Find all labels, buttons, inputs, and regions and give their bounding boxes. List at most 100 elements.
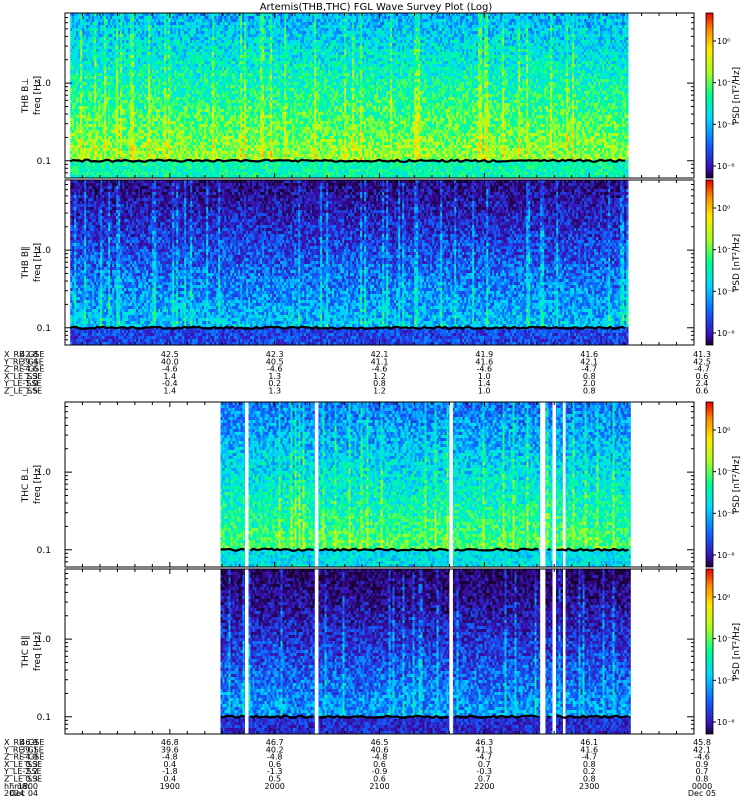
spectrogram-cell bbox=[170, 13, 172, 16]
spectrogram-cell bbox=[118, 25, 120, 28]
spectrogram-cell bbox=[136, 142, 138, 145]
spectrogram-cell bbox=[144, 103, 146, 106]
spectrogram-cell bbox=[202, 13, 204, 16]
spectrogram-cell bbox=[88, 76, 90, 79]
spectrogram-cell bbox=[100, 130, 102, 133]
spectrogram-cell bbox=[120, 136, 122, 139]
spectrogram-cell bbox=[132, 64, 134, 67]
spectrogram-cell bbox=[130, 127, 132, 130]
spectrogram-cell bbox=[148, 55, 150, 58]
spectrogram-cell bbox=[190, 169, 192, 172]
spectrogram-cell bbox=[136, 118, 138, 121]
spectrogram-cell bbox=[112, 85, 114, 88]
spectrogram-cell bbox=[142, 106, 144, 109]
spectrogram-cell bbox=[128, 22, 130, 25]
spectrogram-cell bbox=[128, 109, 130, 112]
spectrogram-cell bbox=[164, 133, 166, 136]
spectrogram-cell bbox=[106, 52, 108, 55]
spectrogram-cell bbox=[192, 31, 194, 34]
spectrogram-cell bbox=[144, 67, 146, 70]
spectrogram-cell bbox=[130, 121, 132, 124]
spectrogram-cell bbox=[132, 109, 134, 112]
spectrogram-cell bbox=[80, 34, 82, 37]
spectrogram-cell bbox=[94, 127, 96, 130]
spectrogram-cell bbox=[158, 127, 160, 130]
spectrogram-cell bbox=[172, 109, 174, 112]
spectrogram-cell bbox=[116, 28, 118, 31]
spectrogram-cell bbox=[84, 43, 86, 46]
spectrogram-cell bbox=[74, 145, 76, 148]
spectrogram-cell bbox=[112, 169, 114, 172]
spectrogram-cell bbox=[146, 67, 148, 70]
spectrogram-cell bbox=[88, 145, 90, 148]
spectrogram-cell bbox=[202, 55, 204, 58]
spectrogram-cell bbox=[158, 151, 160, 154]
spectrogram-cell bbox=[152, 109, 154, 112]
spectrogram-cell bbox=[94, 25, 96, 28]
spectrogram-cell bbox=[118, 139, 120, 142]
spectrogram-cell bbox=[182, 43, 184, 46]
spectrogram-cell bbox=[124, 142, 126, 145]
spectrogram-cell bbox=[152, 127, 154, 130]
spectrogram-cell bbox=[102, 85, 104, 88]
spectrogram-cell bbox=[200, 115, 202, 118]
spectrogram-cell bbox=[184, 46, 186, 49]
spectrogram-cell bbox=[74, 112, 76, 115]
spectrogram-cell bbox=[150, 85, 152, 88]
spectrogram-cell bbox=[162, 61, 164, 64]
spectrogram-cell bbox=[168, 94, 170, 97]
spectrogram-cell bbox=[190, 67, 192, 70]
spectrogram-cell bbox=[112, 76, 114, 79]
spectrogram-cell bbox=[82, 52, 84, 55]
spectrogram-cell bbox=[192, 148, 194, 151]
spectrogram-cell bbox=[196, 43, 198, 46]
spectrogram-cell bbox=[150, 130, 152, 133]
spectrogram-cell bbox=[76, 121, 78, 124]
spectrogram-cell bbox=[76, 46, 78, 49]
spectrogram-cell bbox=[158, 133, 160, 136]
spectrogram-cell bbox=[98, 163, 100, 166]
spectrogram-cell bbox=[74, 133, 76, 136]
spectrogram-cell bbox=[110, 142, 112, 145]
spectrogram-cell bbox=[154, 121, 156, 124]
spectrogram-cell bbox=[84, 163, 86, 166]
spectrogram-cell bbox=[128, 82, 130, 85]
spectrogram-cell bbox=[72, 16, 74, 19]
spectrogram-cell bbox=[122, 148, 124, 151]
spectrogram-cell bbox=[96, 103, 98, 106]
spectrogram-cell bbox=[92, 55, 94, 58]
spectrogram-cell bbox=[90, 142, 92, 145]
spectrogram-cell bbox=[146, 58, 148, 61]
spectrogram-cell bbox=[200, 100, 202, 103]
spectrogram-cell bbox=[200, 40, 202, 43]
spectrogram-cell bbox=[86, 31, 88, 34]
spectrogram-cell bbox=[92, 46, 94, 49]
spectrogram-cell bbox=[98, 124, 100, 127]
spectrogram-cell bbox=[134, 145, 136, 148]
spectrogram-cell bbox=[190, 166, 192, 169]
spectrogram-cell bbox=[178, 49, 180, 52]
spectrogram-cell bbox=[144, 163, 146, 166]
spectrogram-cell bbox=[202, 40, 204, 43]
spectrogram-cell bbox=[102, 13, 104, 16]
spectrogram-cell bbox=[198, 148, 200, 151]
spectrogram-cell bbox=[94, 49, 96, 52]
spectrogram-cell bbox=[118, 70, 120, 73]
spectrogram-cell bbox=[108, 97, 110, 100]
spectrogram-cell bbox=[142, 97, 144, 100]
spectrogram-cell bbox=[154, 118, 156, 121]
spectrogram-cell bbox=[110, 46, 112, 49]
spectrogram-cell bbox=[110, 124, 112, 127]
spectrogram-cell bbox=[190, 124, 192, 127]
spectrogram-cell bbox=[102, 136, 104, 139]
spectrogram-cell bbox=[160, 55, 162, 58]
spectrogram-cell bbox=[200, 121, 202, 124]
spectrogram-cell bbox=[164, 85, 166, 88]
spectrogram-cell bbox=[188, 124, 190, 127]
spectrogram-cell bbox=[116, 154, 118, 157]
spectrogram-cell bbox=[98, 130, 100, 133]
spectrogram-cell bbox=[164, 16, 166, 19]
spectrogram-cell bbox=[180, 34, 182, 37]
spectrogram-cell bbox=[70, 115, 72, 118]
spectrogram-cell bbox=[168, 127, 170, 130]
